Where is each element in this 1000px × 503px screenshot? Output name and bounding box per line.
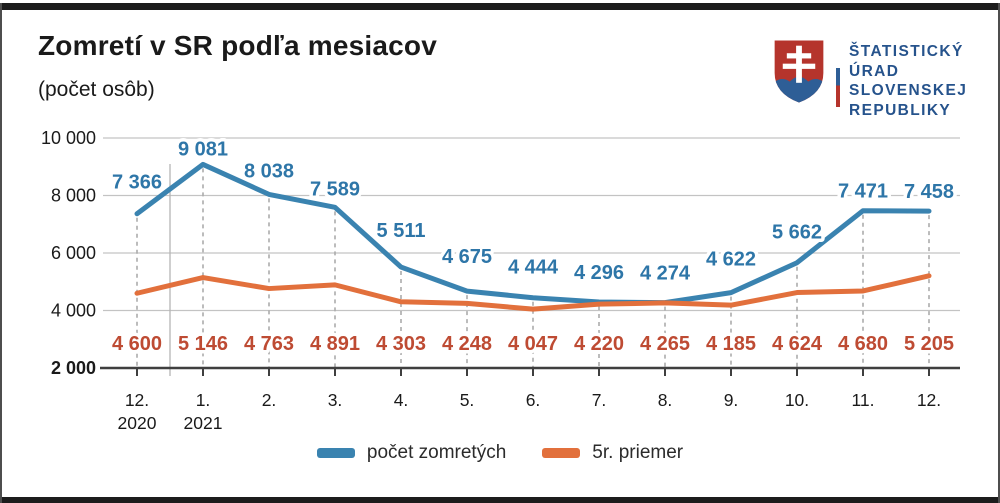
svg-text:4 303: 4 303 xyxy=(376,333,426,355)
page-title: Zomretí v SR podľa mesiacov xyxy=(38,30,437,61)
slovak-coat-of-arms-icon xyxy=(774,40,824,103)
svg-text:4.: 4. xyxy=(394,390,409,410)
svg-text:9 081: 9 081 xyxy=(178,138,228,160)
svg-text:3.: 3. xyxy=(328,390,343,410)
svg-text:7 589: 7 589 xyxy=(310,178,360,200)
chart-legend: počet zomretých 5r. priemer xyxy=(0,442,1000,464)
svg-text:12.: 12. xyxy=(917,390,941,410)
svg-text:5 146: 5 146 xyxy=(178,333,228,355)
svg-text:4 185: 4 185 xyxy=(706,333,756,355)
svg-text:10 000: 10 000 xyxy=(41,128,96,148)
svg-text:4 763: 4 763 xyxy=(244,333,294,355)
svg-text:4 296: 4 296 xyxy=(574,262,624,284)
svg-text:4 622: 4 622 xyxy=(706,249,756,271)
svg-text:5 662: 5 662 xyxy=(772,222,822,244)
svg-text:10.: 10. xyxy=(785,390,809,410)
svg-text:5 511: 5 511 xyxy=(377,220,426,242)
svg-text:4 600: 4 600 xyxy=(112,333,162,355)
svg-text:12.: 12. xyxy=(125,390,149,410)
svg-text:6.: 6. xyxy=(526,390,541,410)
svg-text:1.: 1. xyxy=(196,390,211,410)
svg-text:4 675: 4 675 xyxy=(442,246,492,268)
statistical-office-logo: ŠTATISTICKÝ ÚRAD SLOVENSKEJ REPUBLIKY xyxy=(770,38,967,120)
legend-item-5r-priemer: 5r. priemer xyxy=(542,442,683,464)
logo-text-line: SLOVENSKEJ xyxy=(849,82,968,99)
svg-text:7.: 7. xyxy=(592,390,607,410)
svg-text:4 624: 4 624 xyxy=(772,333,823,355)
svg-text:7 471: 7 471 xyxy=(838,181,888,203)
legend-label-5r-priemer: 5r. priemer xyxy=(592,442,684,463)
svg-text:9.: 9. xyxy=(724,390,739,410)
svg-text:4 000: 4 000 xyxy=(51,301,96,321)
logo-tricolor-divider xyxy=(836,44,840,107)
logo-text-line: REPUBLIKY xyxy=(849,101,952,119)
logo-text-line: ŠTATISTICKÝ xyxy=(849,43,964,60)
svg-text:4 047: 4 047 xyxy=(508,333,558,355)
legend-swatch-5r-priemer-icon xyxy=(542,448,581,458)
svg-text:7 366: 7 366 xyxy=(112,172,162,194)
svg-text:2.: 2. xyxy=(262,390,277,410)
page-subtitle: (počet osôb) xyxy=(38,78,155,101)
svg-text:11.: 11. xyxy=(851,390,874,410)
svg-text:2 000: 2 000 xyxy=(51,358,96,378)
frame-left-border xyxy=(0,3,2,503)
svg-text:2021: 2021 xyxy=(184,413,223,433)
legend-item-pocet-zomretych: počet zomretých xyxy=(316,442,507,464)
svg-text:4 265: 4 265 xyxy=(640,333,690,355)
frame-bottom-bar xyxy=(1,497,999,503)
svg-text:4 248: 4 248 xyxy=(442,333,492,355)
svg-text:5 205: 5 205 xyxy=(904,333,954,355)
frame-right-border xyxy=(998,3,1000,503)
svg-text:8 000: 8 000 xyxy=(51,186,96,206)
svg-text:4 444: 4 444 xyxy=(508,257,559,279)
svg-text:2020: 2020 xyxy=(118,413,157,433)
svg-text:4 680: 4 680 xyxy=(838,333,888,355)
svg-text:5.: 5. xyxy=(460,390,475,410)
svg-text:8.: 8. xyxy=(658,390,673,410)
logo-text: ŠTATISTICKÝ ÚRAD SLOVENSKEJ REPUBLIKY xyxy=(849,42,967,120)
svg-text:8 038: 8 038 xyxy=(244,160,294,182)
svg-text:7 458: 7 458 xyxy=(904,181,954,203)
logo-text-line: ÚRAD xyxy=(849,62,900,80)
svg-text:4 891: 4 891 xyxy=(310,333,360,355)
svg-text:6 000: 6 000 xyxy=(51,243,96,263)
svg-text:4 220: 4 220 xyxy=(574,333,624,355)
legend-label-pocet-zomretych: počet zomretých xyxy=(366,442,507,463)
frame-top-bar xyxy=(1,3,999,10)
svg-text:4 274: 4 274 xyxy=(640,263,691,285)
legend-swatch-pocet-zomretych-icon xyxy=(316,448,355,458)
